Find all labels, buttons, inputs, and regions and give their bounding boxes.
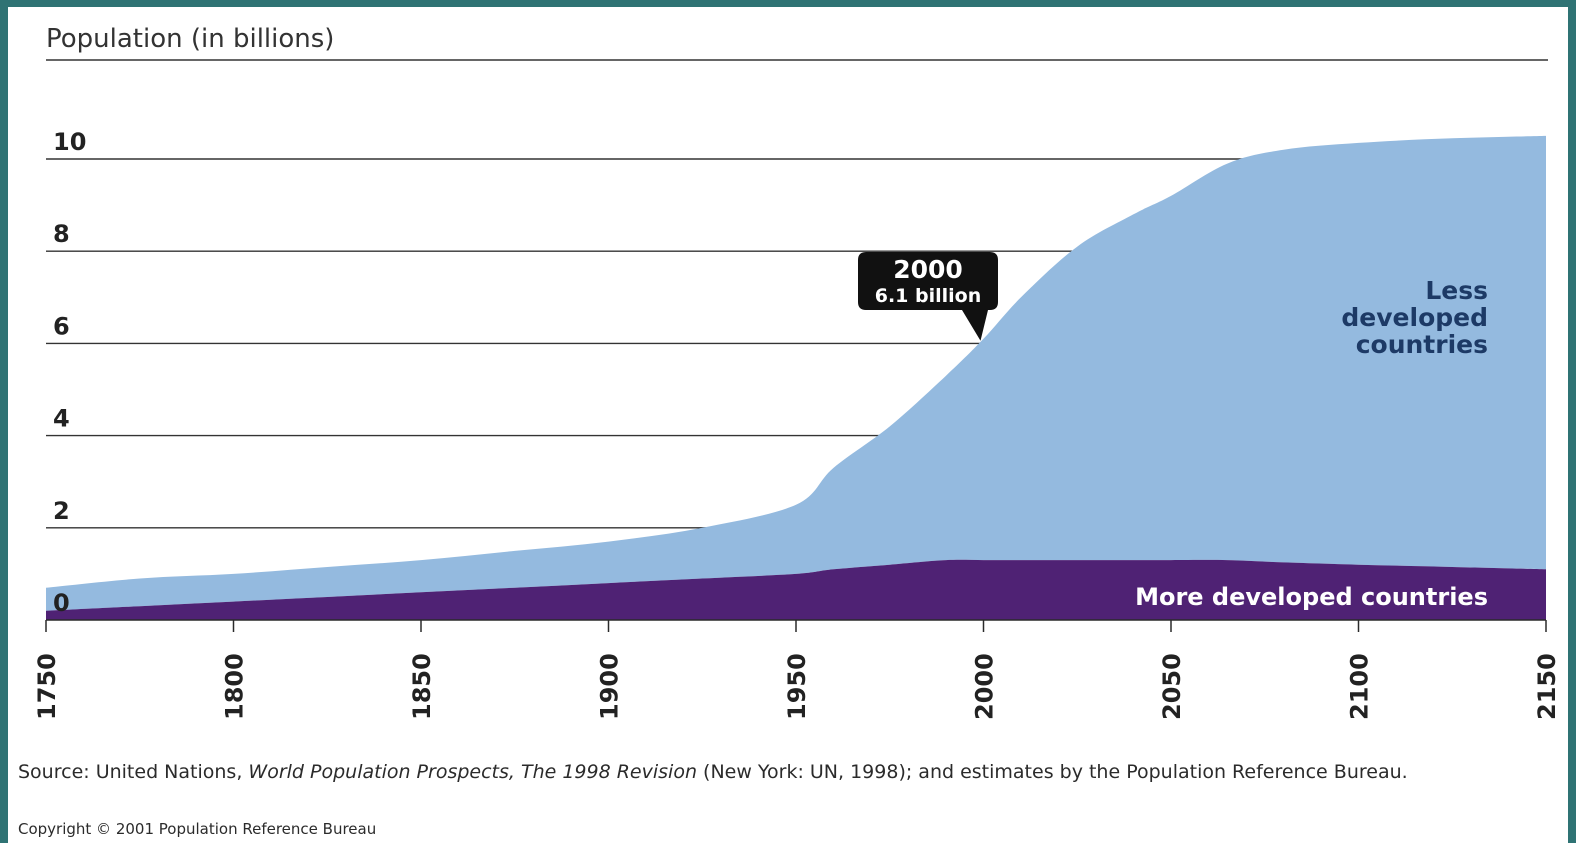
x-tick-label: 1800 xyxy=(221,653,249,720)
label-more-developed: More developed countries xyxy=(1135,583,1488,611)
source-prefix: Source: United Nations, xyxy=(18,761,249,783)
x-tick-label: 1750 xyxy=(33,653,61,720)
x-tick-label: 2000 xyxy=(971,653,999,720)
chart-title: Population (in billions) xyxy=(46,24,334,54)
series-area-less-developed xyxy=(46,135,1546,611)
chart-frame: 0 2 4 6 8 10 1750 1800 1850 1900 1950 2000 2050 2100… xyxy=(8,7,1568,843)
label-less-developed: Less developed countries xyxy=(1341,276,1488,359)
y-tick-label: 6 xyxy=(53,312,70,340)
y-tick-label: 8 xyxy=(53,220,70,248)
annotation-year: 2000 xyxy=(893,255,963,284)
x-tick-label: 1900 xyxy=(596,653,624,720)
x-tick-label: 2150 xyxy=(1533,653,1561,720)
series-area-more-developed xyxy=(46,559,1546,620)
source-suffix: (New York: UN, 1998); and estimates by t… xyxy=(697,761,1408,783)
copyright-note: Copyright © 2001 Population Reference Bu… xyxy=(18,820,377,838)
y-tick-label: 10 xyxy=(53,128,86,156)
population-area-chart: 0 2 4 6 8 10 1750 1800 1850 1900 1950 2000 2050 2100… xyxy=(33,24,1561,720)
source-title: World Population Prospects, The 1998 Rev… xyxy=(248,761,697,783)
y-tick-label: 4 xyxy=(53,405,70,433)
x-tick-label: 2050 xyxy=(1158,653,1186,720)
x-tick-label: 1850 xyxy=(408,653,436,720)
annotation-callout xyxy=(858,252,998,341)
y-tick-label: 0 xyxy=(53,589,70,617)
x-tick-label: 2100 xyxy=(1346,653,1374,720)
annotation-value: 6.1 billion xyxy=(875,285,982,307)
source-note: Source: United Nations, World Population… xyxy=(18,760,1563,785)
x-tick-label: 1950 xyxy=(783,653,811,720)
y-tick-label: 2 xyxy=(53,497,70,525)
